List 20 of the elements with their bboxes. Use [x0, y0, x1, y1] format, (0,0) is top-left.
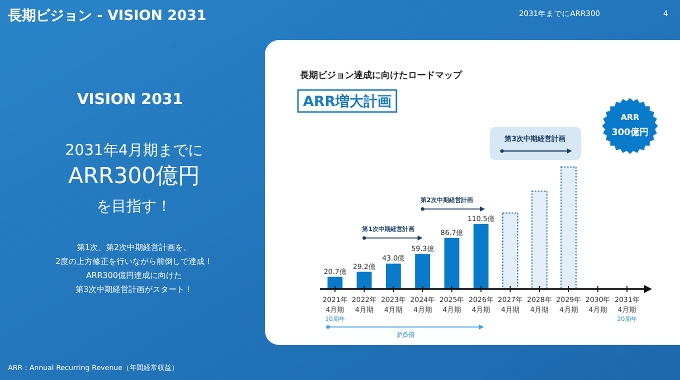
subtitle-box: ARR増大計画 [297, 89, 398, 113]
bar [560, 166, 577, 290]
text: 2度の上方修正を行いながら前倒しで達成！ [55, 257, 213, 266]
text: ARR300億円達成に向けた [86, 271, 182, 280]
bar [415, 254, 430, 289]
bar [356, 272, 372, 289]
text: 長期ビジョン - VISION 2031 [7, 8, 206, 24]
text: VISION 2031 [77, 90, 183, 108]
text: 第1次、第2次中期経営計画を、 [76, 243, 192, 252]
bar [386, 264, 401, 289]
text: を目指す！ [96, 197, 172, 215]
bar [474, 224, 488, 289]
text: ARR300億円 [612, 113, 648, 138]
bar [444, 238, 460, 289]
text: 2031年4月期までに [65, 141, 203, 159]
bar [502, 212, 518, 290]
text: 第3次中期経営計画がスタート！ [75, 285, 193, 294]
text: ARR300億円 [68, 164, 200, 189]
chart-subtitle: 長期ビジョン達成に向けたロードマップ [299, 70, 463, 81]
bar [531, 190, 548, 290]
